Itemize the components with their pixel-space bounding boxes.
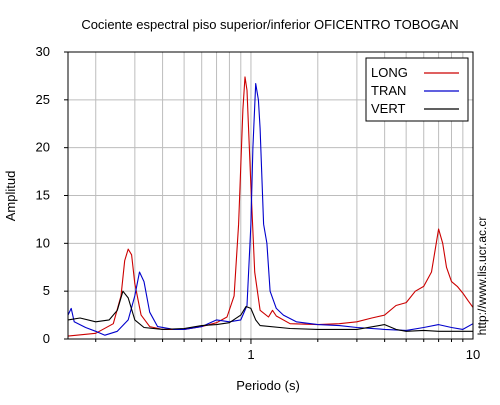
chart-title: Cociente espectral piso superior/inferio… [81,17,458,32]
y-axis-label: Amplitud [3,171,18,222]
x-tick-label: 10 [466,347,480,362]
series-layer [67,76,474,337]
y-tick-label: 5 [43,283,50,298]
legend-label-vert: VERT [371,101,405,116]
x-axis-ticks: 1 10 [95,339,480,362]
y-tick-label: 20 [36,140,50,155]
y-tick-label: 10 [36,235,50,250]
y-tick-label: 15 [36,188,50,203]
x-axis-label: Periodo (s) [236,378,300,393]
legend-label-long: LONG [371,65,408,80]
series-line-vert [67,290,473,332]
y-tick-label: 30 [36,44,50,59]
y-axis-ticks: 0 5 10 15 20 25 30 [36,44,68,346]
series-line-long [67,76,474,337]
x-tick-label: 1 [247,347,254,362]
legend-label-tran: TRAN [371,83,406,98]
legend: LONG TRAN VERT [365,57,469,122]
legend-box [365,57,469,122]
side-note: http://www.lis.ucr.ac.cr [475,217,489,336]
y-tick-label: 25 [36,92,50,107]
y-tick-label: 0 [43,331,50,346]
